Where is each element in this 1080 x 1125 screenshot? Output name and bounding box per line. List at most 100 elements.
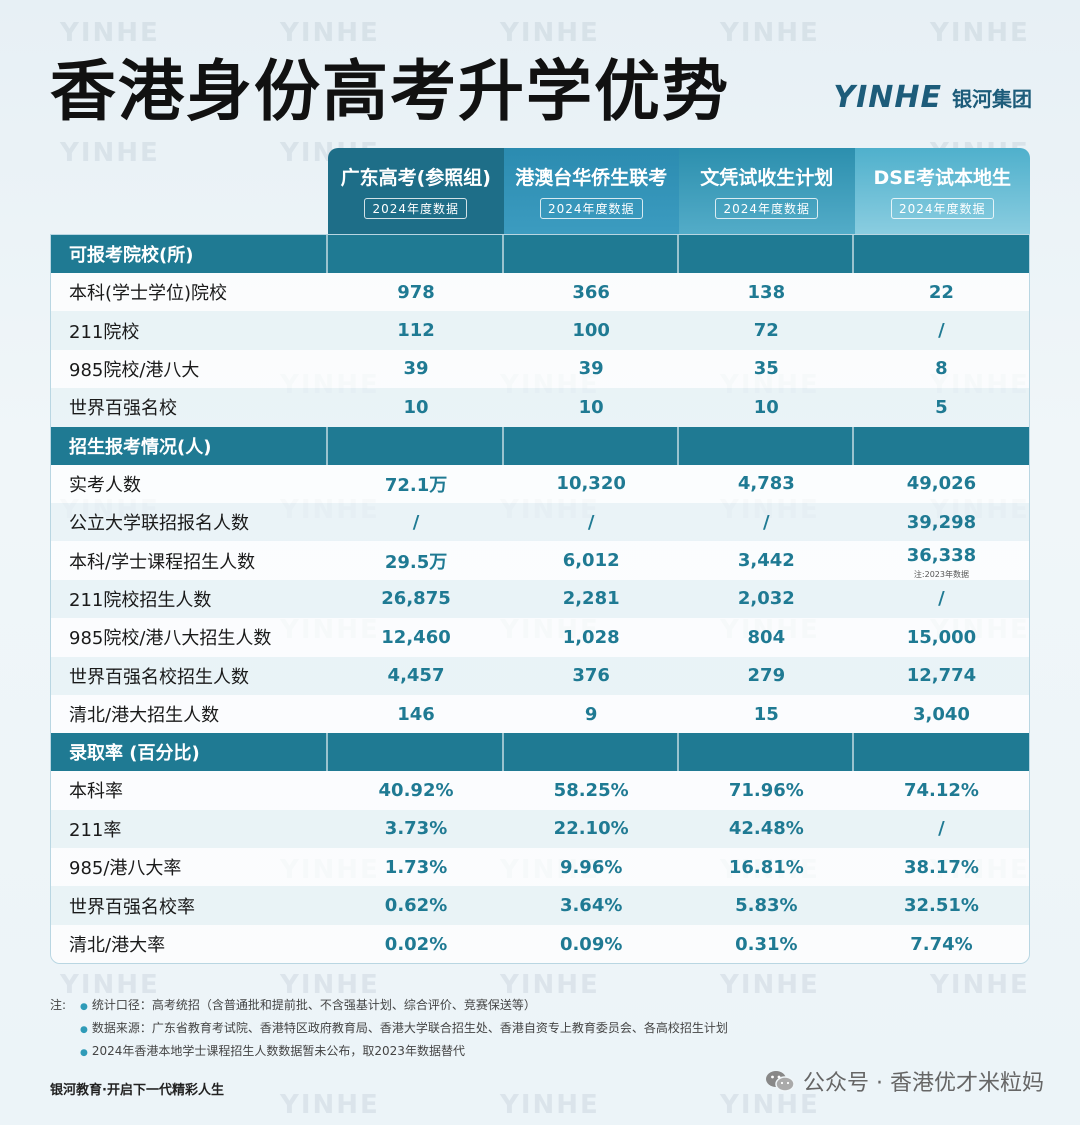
row-label: 211率 [69, 819, 122, 841]
value-text: 1,028 [562, 626, 620, 648]
row-label: 世界百强名校 [69, 398, 177, 420]
value-cell: 3.73% [328, 818, 503, 839]
value-cell: 1.73% [328, 857, 503, 878]
bullet-icon: ● [80, 1002, 88, 1012]
column-header: 文凭试收生计划 2024年度数据 [679, 148, 855, 234]
value-cell: 138 [679, 282, 854, 303]
value-cell: 5.83% [679, 895, 854, 916]
section-cell [854, 427, 1029, 465]
value-cell: 39 [504, 358, 679, 379]
section-cell [328, 426, 504, 465]
value-cell: / [328, 512, 503, 533]
value-cell: 39 [328, 358, 503, 379]
value-text: 36,338 [906, 545, 977, 567]
section-cell [328, 235, 504, 273]
row-label: 本科/学士课程招生人数 [69, 551, 256, 573]
value-text: 6,012 [562, 550, 620, 572]
value-text: 0.02% [384, 933, 448, 955]
value-text: 978 [397, 281, 435, 303]
section-cell [504, 235, 679, 273]
value-cell: 49,026 [854, 473, 1029, 494]
wechat-icon [765, 1069, 795, 1093]
value-cell: 7.74% [854, 934, 1029, 955]
row-label: 世界百强名校率 [69, 896, 195, 918]
column-title: DSE考试本地生 [873, 167, 1011, 189]
note-lead: 注: [50, 998, 67, 1012]
value-cell: 3.64% [504, 895, 679, 916]
value-text: 8 [935, 358, 948, 380]
value-text: 10 [578, 396, 604, 418]
section-cell [854, 733, 1029, 771]
value-text: 3.73% [384, 818, 448, 840]
section-cell [504, 733, 679, 772]
section-cell [679, 426, 854, 465]
value-cell: 4,457 [328, 665, 503, 686]
value-text: 10 [403, 396, 429, 418]
value-text: 49,026 [906, 473, 977, 495]
watermark-text: YINHE [930, 18, 1030, 48]
value-text: 5 [935, 396, 948, 418]
value-text: / [412, 511, 420, 533]
value-cell: 0.31% [679, 934, 854, 955]
note-text: 统计口径：高考统招（含普通批和提前批、不含强基计划、综合评价、竞赛保送等） [91, 998, 536, 1012]
value-cell: 72.1万 [328, 471, 503, 497]
table-header: 广东高考(参照组) 2024年度数据 港澳台华侨生联考 2024年度数据 文凭试收生计划… [328, 148, 1030, 234]
value-cell: 2,032 [679, 588, 854, 609]
value-text: 100 [572, 320, 610, 342]
table-row: 本科(学士学位)院校 978 366 138 22 [51, 273, 1029, 312]
value-text: 32.51% [903, 895, 979, 917]
note-text: 2024年香港本地学士课程招生人数数据暂未公布，取2023年数据替代 [91, 1044, 465, 1058]
value-cell: 26,875 [328, 588, 503, 609]
table-row: 985/港八大率 1.73% 9.96% 16.81% 38.17% [51, 848, 1029, 887]
value-cell: 0.09% [504, 934, 679, 955]
table-row: 985院校/港八大招生人数 12,460 1,028 804 15,000 [51, 618, 1029, 657]
column-title: 港澳台华侨生联考 [515, 167, 668, 189]
value-cell: / [504, 512, 679, 533]
value-cell: 376 [504, 665, 679, 686]
value-text: 22.10% [553, 818, 629, 840]
note-text: 数据来源：广东省教育考试院、香港特区政府教育局、香港大学联合招生处、香港自资专上… [91, 1021, 728, 1035]
value-cell: 22.10% [504, 818, 679, 839]
value-text: 16.81% [728, 856, 804, 878]
value-cell: 112 [328, 320, 503, 341]
value-cell: 6,012 [504, 550, 679, 571]
value-text: 112 [397, 320, 435, 342]
value-text: / [938, 320, 945, 342]
column-title: 文凭试收生计划 [700, 167, 834, 189]
value-cell: 4,783 [679, 473, 854, 494]
value-cell: 32.51% [854, 895, 1029, 916]
value-cell: 29.5万 [328, 548, 503, 574]
brand-name: 银河集团 [952, 87, 1032, 111]
column-subtitle: 2024年度数据 [364, 198, 468, 219]
comparison-table: 广东高考(参照组) 2024年度数据 港澳台华侨生联考 2024年度数据 文凭试收生计划… [50, 148, 1030, 965]
value-text: 12,774 [906, 665, 977, 687]
value-text: 279 [747, 665, 786, 687]
section-label: 招生报考情况(人) [51, 426, 329, 465]
value-text: 138 [747, 281, 786, 303]
section-header: 可报考院校(所) [51, 235, 1029, 273]
value-text: 0.31% [735, 933, 798, 955]
value-text: / [587, 511, 595, 533]
section-label: 录取率 (百分比) [51, 733, 329, 772]
table-row: 世界百强名校率 0.62% 3.64% 5.83% 32.51% [51, 886, 1029, 925]
table-row: 实考人数 72.1万 10,320 4,783 49,026 [51, 464, 1029, 503]
value-cell: 72 [679, 320, 854, 341]
section-rows: 实考人数 72.1万 10,320 4,783 49,026 公立大学联招报名人数 / / / 3… [51, 464, 1029, 734]
section-cell [854, 235, 1029, 273]
value-text: 15,000 [906, 626, 977, 648]
value-text: 72 [753, 320, 779, 342]
value-text: / [938, 818, 945, 840]
section-rows: 本科率 40.92% 58.25% 71.96% 74.12% 211率 3.73% 22.1… [51, 771, 1029, 964]
row-label: 清北/港大率 [69, 935, 166, 957]
section-header: 录取率 (百分比) [51, 733, 1029, 772]
value-cell: 366 [504, 282, 679, 303]
value-text: 146 [397, 703, 435, 725]
value-cell: 35 [679, 358, 854, 379]
value-cell: / [679, 512, 854, 533]
note-line: ● 数据来源：广东省教育考试院、香港特区政府教育局、香港大学联合招生处、香港自资专… [50, 1018, 728, 1041]
value-text: 5.83% [735, 895, 798, 917]
table-row: 清北/港大招生人数 146 9 15 3,040 [51, 694, 1029, 734]
column-header: DSE考试本地生 2024年度数据 [854, 148, 1030, 234]
value-cell: 0.02% [328, 934, 503, 955]
value-cell: 39,298 [854, 512, 1029, 533]
